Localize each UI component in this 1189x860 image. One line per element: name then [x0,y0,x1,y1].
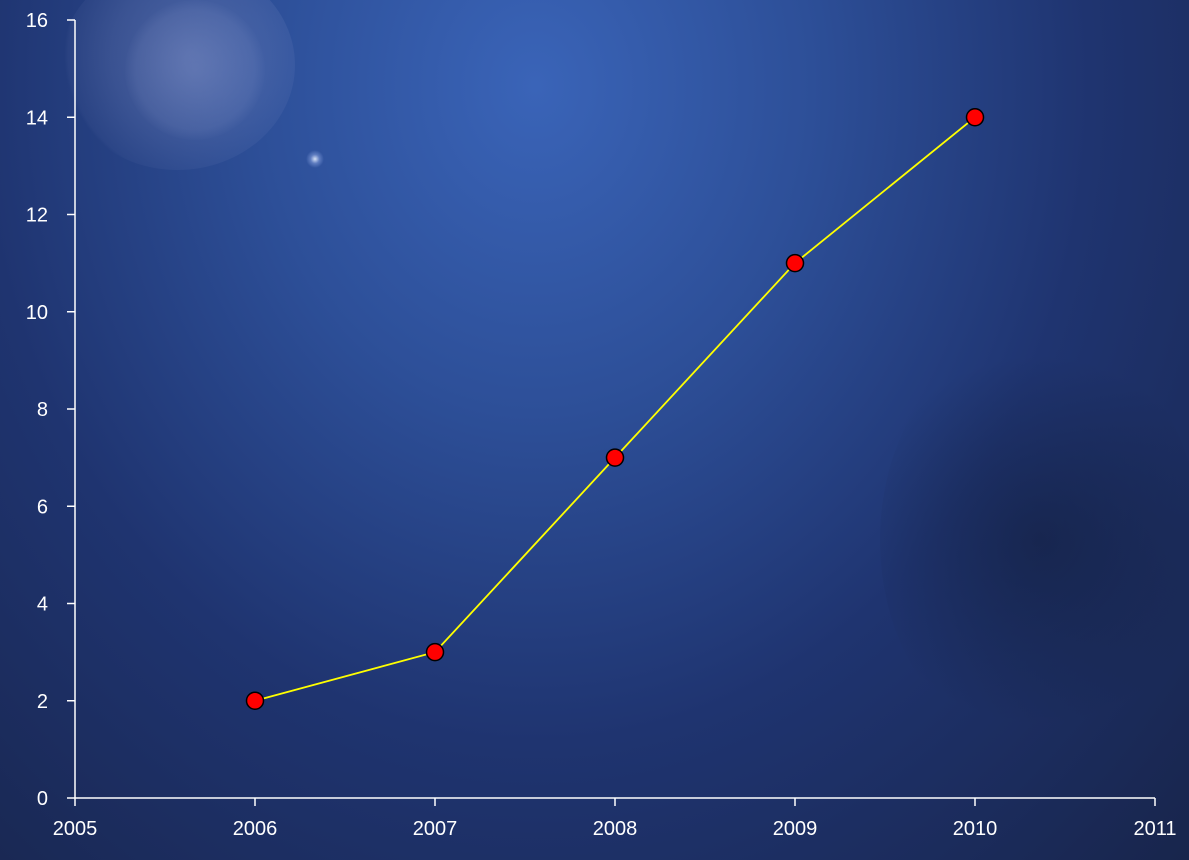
background-shadow [880,330,1189,750]
y-tick-label: 6 [37,496,48,518]
x-tick-label: 2011 [1133,818,1176,840]
chart-series [245,108,985,710]
background-lens-flare [60,0,295,170]
x-tick-label: 2006 [233,818,278,840]
y-tick-label: 2 [37,691,48,713]
chart-axes [74,20,1155,799]
y-tick-label: 8 [37,399,48,421]
y-tick-label: 14 [26,107,48,129]
y-tick-label: 0 [37,788,48,810]
y-tick-label: 4 [37,594,48,616]
data-point [965,108,985,127]
series-line [254,116,976,702]
data-point [245,691,265,710]
x-tick-label: 2010 [953,818,998,840]
background-lens-flare-inner [125,0,265,140]
background-sparkle [306,150,324,168]
x-axis-ticks: 2005 2006 2007 2008 2009 2010 2011 [53,798,1177,840]
data-point [605,448,625,467]
data-point [785,253,805,273]
y-tick-label: 12 [26,205,48,227]
x-tick-label: 2009 [773,818,818,840]
x-tick-label: 2007 [413,818,458,840]
x-tick-label: 2005 [53,818,98,840]
y-axis-ticks: 0 2 4 6 8 10 12 14 16 [26,10,75,810]
y-tick-label: 16 [26,10,48,32]
data-point [425,642,445,662]
x-tick-label: 2008 [593,818,638,840]
y-tick-label: 10 [26,302,48,324]
